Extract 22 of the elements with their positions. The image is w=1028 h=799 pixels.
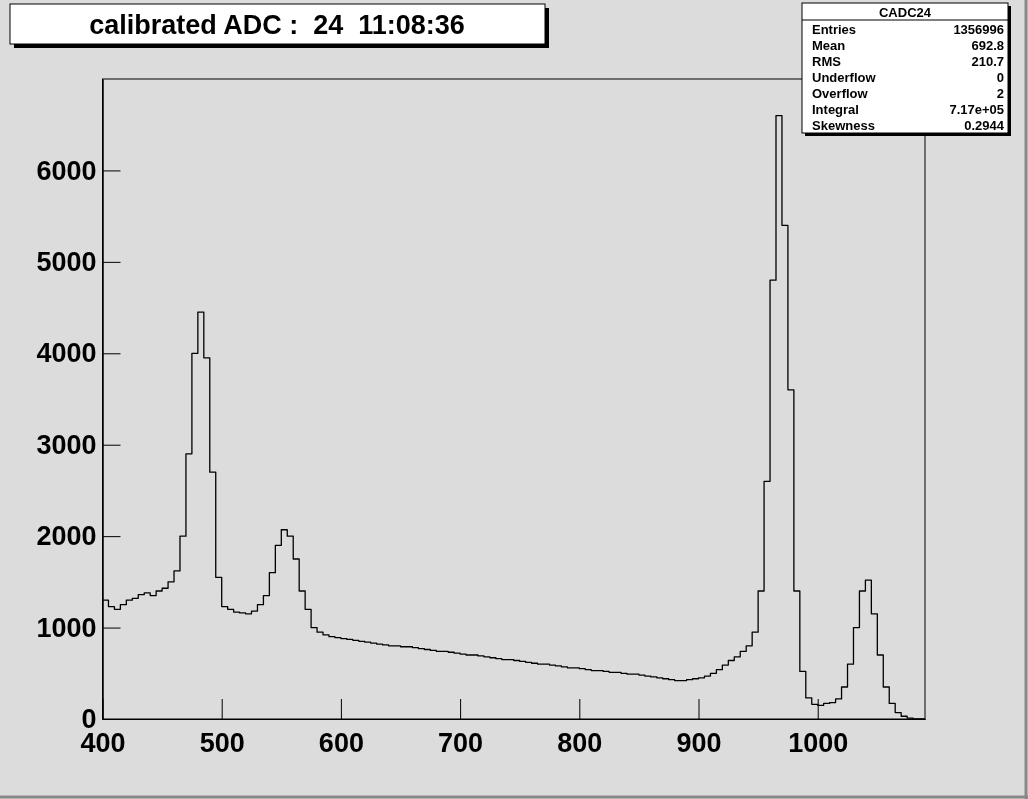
text: Entries 1356996	[812, 21, 1004, 37]
x-tick-label: 1000	[788, 728, 849, 759]
y-tick-label: 4000	[36, 338, 97, 369]
text: RMS 210.7	[812, 53, 1004, 69]
y-tick-label: 2000	[36, 521, 97, 552]
x-tick-label: 600	[318, 728, 364, 759]
text: Underflow 0	[812, 69, 1004, 85]
chart-title: calibrated ADC : 24 11:08:36	[89, 9, 465, 40]
x-tick-label: 800	[557, 728, 603, 759]
text: Skewness 0.2944	[812, 117, 1004, 133]
text: Integral 7.17e+05	[812, 101, 1004, 117]
x-tick-label: 500	[199, 728, 245, 759]
text: Mean 692.8	[812, 37, 1004, 53]
y-tick-label: 1000	[36, 612, 97, 643]
x-tick-label: 900	[676, 728, 722, 759]
y-tick-label: 5000	[36, 247, 97, 277]
x-tick-label: 400	[80, 728, 126, 759]
x-tick-label: 700	[438, 728, 484, 759]
y-tick-label: 3000	[36, 429, 97, 460]
text: Overflow 2	[812, 85, 1004, 101]
y-tick-label: 6000	[36, 155, 97, 186]
legend-title: CADC24	[878, 4, 932, 20]
